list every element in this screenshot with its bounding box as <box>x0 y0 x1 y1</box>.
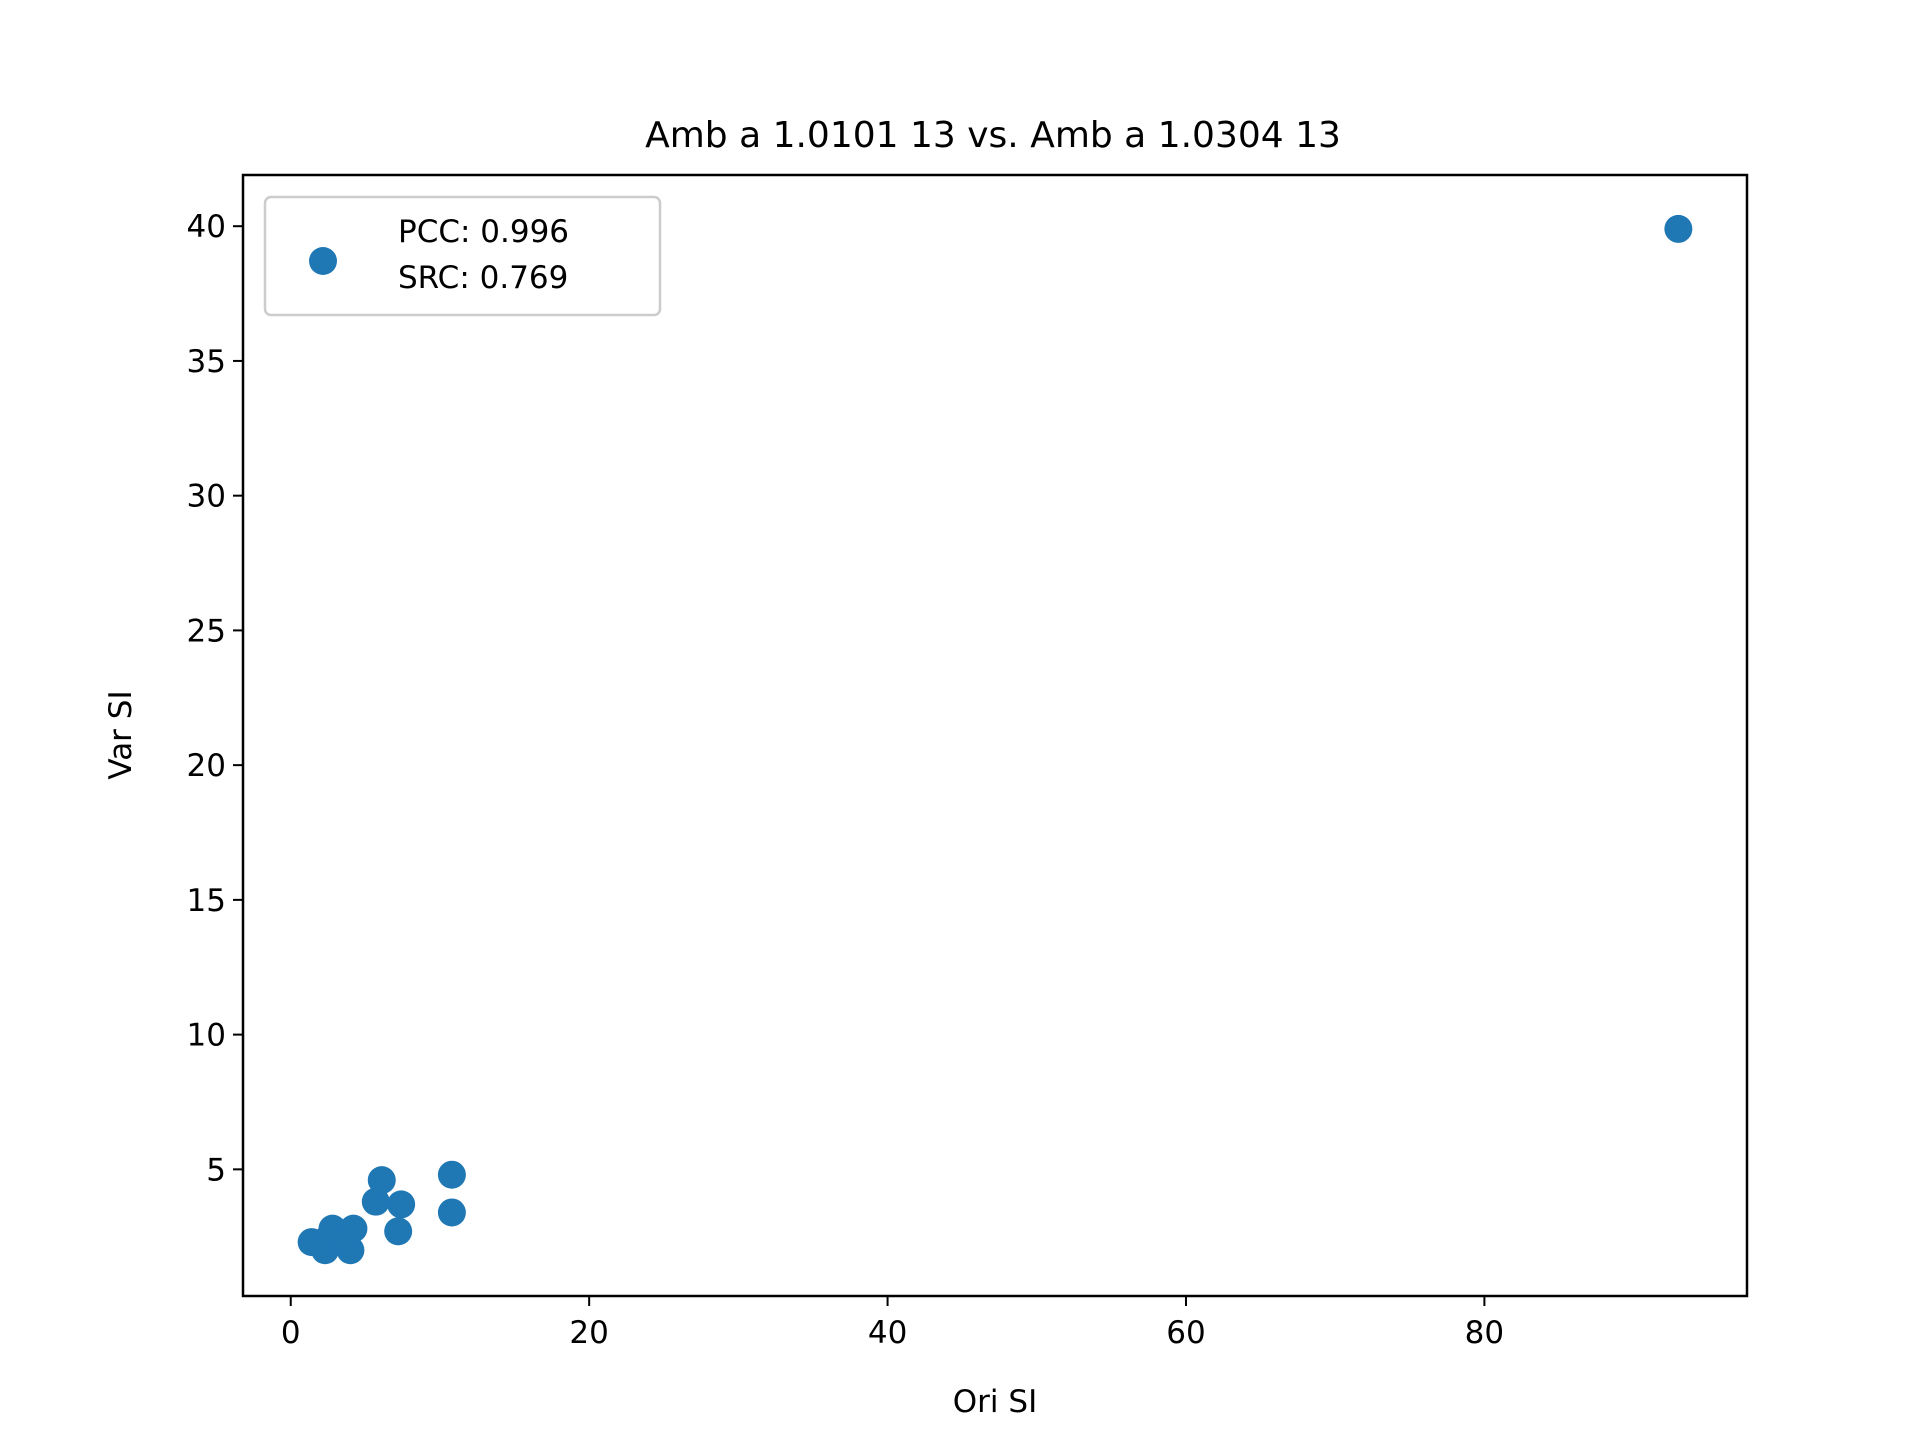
y-axis-label: Var SI <box>103 690 139 779</box>
x-axis-label: Ori SI <box>953 1384 1037 1420</box>
chart-title: Amb a 1.0101 13 vs. Amb a 1.0304 13 <box>645 115 1341 156</box>
y-tick-label: 25 <box>187 613 226 649</box>
data-point <box>437 1160 466 1189</box>
data-point <box>387 1190 416 1219</box>
data-point <box>1664 214 1693 243</box>
x-tick-label: 40 <box>868 1315 907 1351</box>
legend-pcc-label: PCC: 0.996 <box>398 214 569 250</box>
y-tick-label: 40 <box>187 209 226 245</box>
legend-box <box>263 195 662 317</box>
y-tick-label: 10 <box>187 1018 226 1054</box>
x-tick-label: 0 <box>281 1315 301 1351</box>
x-tick-label: 80 <box>1465 1315 1504 1351</box>
y-tick-label: 20 <box>187 748 226 784</box>
y-tick-label: 35 <box>187 344 226 380</box>
data-point <box>361 1187 390 1216</box>
x-tick-label: 20 <box>569 1315 608 1351</box>
data-point <box>384 1217 413 1246</box>
y-tick-label: 5 <box>206 1152 226 1188</box>
y-tick-label: 30 <box>187 479 226 515</box>
data-point <box>339 1214 368 1243</box>
axes-frame <box>241 173 1749 1298</box>
data-point <box>367 1166 396 1195</box>
legend-src-label: SRC: 0.769 <box>398 260 568 296</box>
y-axis-ticks: 5 10 15 20 25 30 35 40 <box>187 209 243 1188</box>
plot-area <box>297 214 1693 1265</box>
data-point <box>336 1236 365 1265</box>
y-tick-label: 15 <box>187 883 226 919</box>
x-tick-label: 60 <box>1166 1315 1205 1351</box>
legend-marker <box>309 247 337 275</box>
legend: PCC: 0.996 SRC: 0.769 <box>263 195 662 317</box>
x-axis-ticks: 0 20 40 60 80 <box>281 1296 1504 1351</box>
data-point <box>437 1198 466 1227</box>
